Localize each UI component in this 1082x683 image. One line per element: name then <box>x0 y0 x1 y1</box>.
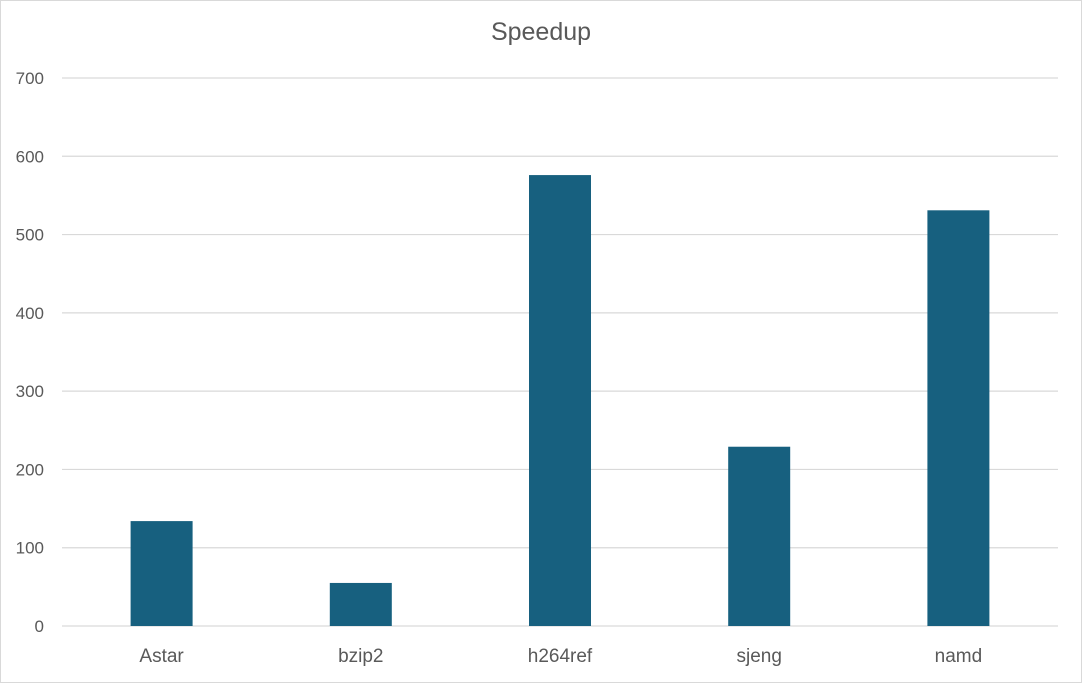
y-tick-label: 700 <box>16 69 44 88</box>
bar <box>130 521 193 626</box>
bar <box>529 175 591 626</box>
x-tick-label: namd <box>935 646 983 667</box>
x-tick-label: h264ref <box>528 646 593 667</box>
y-tick-label: 500 <box>16 226 44 245</box>
x-tick-label: sjeng <box>736 646 781 667</box>
y-tick-label: 300 <box>16 382 44 401</box>
x-tick-label: Astar <box>139 646 184 667</box>
bar <box>927 210 990 626</box>
y-tick-label: 600 <box>16 147 44 166</box>
y-tick-label: 0 <box>35 617 44 636</box>
y-tick-label: 100 <box>16 539 44 558</box>
chart-title: Speedup <box>490 18 592 46</box>
y-tick-label: 200 <box>16 460 44 479</box>
bar <box>329 582 392 626</box>
x-tick-label: bzip2 <box>338 646 383 667</box>
bar <box>728 446 791 626</box>
y-tick-label: 400 <box>16 304 44 323</box>
